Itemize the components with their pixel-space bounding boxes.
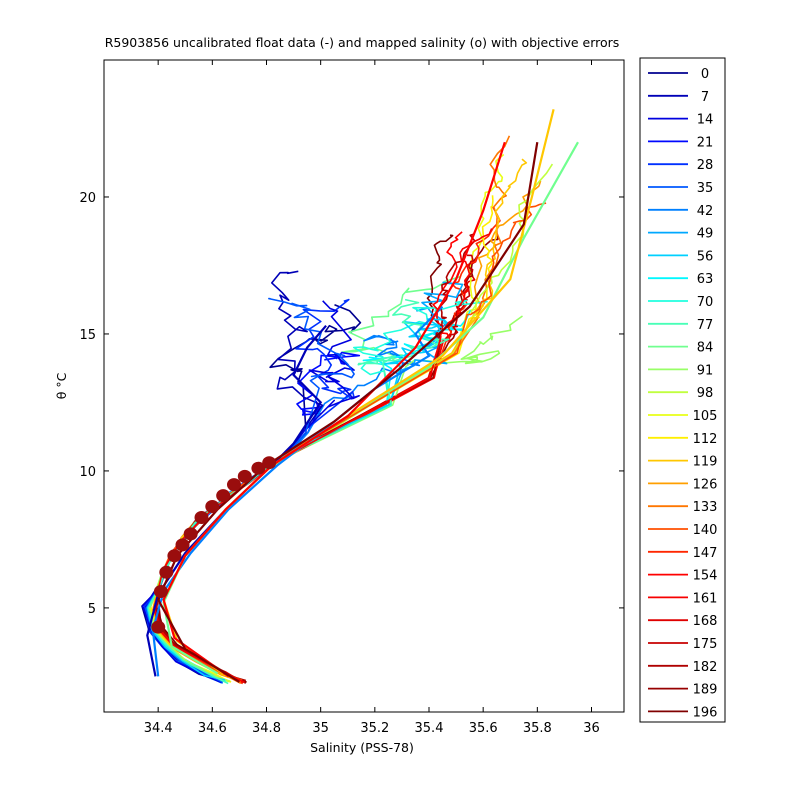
legend-label-21: 21 — [697, 135, 714, 150]
legend-label-56: 56 — [697, 249, 714, 264]
mapped-salinity-point — [175, 538, 190, 552]
x-tick-label: 34.8 — [252, 721, 281, 736]
legend-label-154: 154 — [693, 569, 718, 584]
mapped-salinity-point — [262, 456, 277, 470]
legend-label-105: 105 — [693, 409, 718, 424]
legend: 0 7 14 21 28 35 42 49 56 63 70 77 84 91 98 105 112 119 126… — [639, 57, 726, 723]
legend-label-7: 7 — [701, 90, 709, 105]
legend-label-14: 14 — [697, 113, 714, 128]
legend-label-91: 91 — [697, 363, 714, 378]
legend-label-189: 189 — [693, 683, 718, 698]
x-tick-label: 36 — [583, 721, 600, 736]
x-tick-label: 35.2 — [360, 721, 389, 736]
mapped-salinity-point — [251, 461, 266, 475]
y-axis-label: θ °C — [54, 372, 69, 399]
mapped-salinity-point — [151, 620, 166, 634]
legend-label-147: 147 — [693, 546, 718, 561]
x-tick-label: 34.4 — [144, 721, 173, 736]
x-tick-label: 35 — [312, 721, 329, 736]
legend-label-140: 140 — [693, 523, 718, 538]
chart-title: R5903856 uncalibrated float data (-) and… — [105, 35, 620, 50]
legend-label-49: 49 — [697, 227, 714, 242]
legend-label-168: 168 — [693, 614, 718, 629]
mapped-salinity-point — [216, 489, 231, 503]
legend-label-133: 133 — [693, 500, 718, 515]
x-tick-label: 35.8 — [523, 721, 552, 736]
legend-label-161: 161 — [693, 591, 718, 606]
y-axis-ticks: 5 10 15 20 — [79, 191, 624, 617]
legend-label-126: 126 — [693, 477, 718, 492]
legend-label-0: 0 — [701, 67, 709, 82]
mapped-salinity-point — [205, 500, 220, 513]
mapped-salinity-points — [151, 456, 277, 634]
legend-label-98: 98 — [697, 386, 714, 401]
legend-label-119: 119 — [693, 455, 718, 470]
mapped-salinity-point — [237, 469, 252, 483]
legend-label-182: 182 — [693, 660, 718, 675]
legend-label-70: 70 — [697, 295, 714, 310]
y-tick-label: 15 — [79, 328, 96, 343]
legend-box — [639, 57, 726, 723]
y-tick-label: 20 — [79, 191, 96, 206]
x-tick-label: 35.4 — [415, 721, 444, 736]
legend-label-35: 35 — [697, 181, 714, 196]
mapped-salinity-point — [153, 585, 168, 598]
y-tick-label: 10 — [79, 465, 96, 480]
x-tick-label: 35.6 — [469, 721, 498, 736]
mapped-salinity-point — [159, 565, 174, 579]
x-axis-ticks: 34.4 34.6 34.8 35 35.2 35.4 35.6 35.8 36 — [144, 60, 600, 736]
legend-label-28: 28 — [697, 158, 714, 173]
mapped-salinity-point — [167, 549, 182, 563]
legend-label-196: 196 — [693, 705, 718, 720]
legend-label-77: 77 — [697, 318, 714, 333]
mapped-salinity-point — [183, 527, 198, 541]
x-axis-label: Salinity (PSS-78) — [310, 740, 414, 755]
legend-label-175: 175 — [693, 637, 718, 652]
legend-label-84: 84 — [697, 341, 714, 356]
legend-label-112: 112 — [693, 432, 718, 447]
legend-label-63: 63 — [697, 272, 714, 287]
mapped-salinity-point — [227, 478, 241, 492]
legend-label-42: 42 — [697, 204, 714, 219]
mapped-salinity-point — [194, 511, 209, 524]
x-tick-label: 34.6 — [198, 721, 227, 736]
y-tick-label: 5 — [88, 602, 96, 617]
